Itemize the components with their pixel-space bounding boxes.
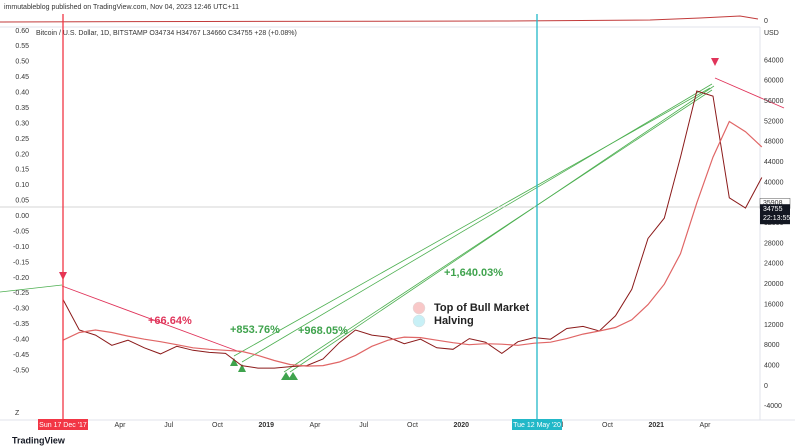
corner-label: Z	[15, 410, 20, 417]
y2-tick-label: 0.60	[15, 28, 29, 35]
annotation: +853.76%	[230, 324, 280, 336]
y2-tick-label: 0.00	[15, 213, 29, 220]
y2-tick-label: 0.40	[15, 90, 29, 97]
y-tick-label: 8000	[764, 342, 780, 349]
last-price-box	[760, 204, 790, 225]
currency: USD	[764, 30, 779, 37]
y-tick-label: 24000	[764, 261, 784, 268]
y-tick-label: 64000	[764, 57, 784, 64]
trend-line-red	[714, 77, 785, 109]
legend-swatch	[412, 314, 426, 328]
legend-label: Top of Bull Market	[434, 302, 529, 314]
y-tick-label: 56000	[764, 98, 784, 105]
last-price-label: 34755	[763, 206, 783, 213]
x-tick-label: 2020	[453, 422, 469, 429]
symbol-title: Bitcoin / U.S. Dollar, 1D, BITSTAMP O347…	[36, 30, 297, 37]
legend-label: Halving	[434, 315, 474, 327]
brand: TradingView	[12, 435, 66, 445]
pane-zero: 0	[764, 18, 768, 25]
y-tick-label: 28000	[764, 240, 784, 247]
y2-tick-label: 0.20	[15, 151, 29, 158]
trend-lines	[0, 83, 715, 373]
trend-line-red	[61, 285, 241, 353]
y2-tick-label: -0.20	[13, 275, 29, 282]
y-tick-label: 0	[764, 383, 768, 390]
y2-tick-label: 0.15	[15, 167, 29, 174]
marker-label-bg	[512, 419, 562, 430]
y2-tick-label: -0.30	[13, 306, 29, 313]
y2-tick-label: -0.50	[13, 367, 29, 374]
ma-line	[62, 120, 763, 367]
footer-bg	[0, 425, 795, 447]
x-tick-label: Jul	[359, 422, 368, 429]
y2-tick-label: -0.15	[13, 259, 29, 266]
buy-arrows	[230, 358, 298, 380]
x-tick-label: Apr	[310, 422, 322, 429]
y-tick-label: 48000	[764, 139, 784, 146]
y2-tick-label: -0.45	[13, 352, 29, 359]
y-tick-label: -4000	[764, 403, 782, 410]
x-tick-label: Apr	[700, 422, 712, 429]
legend-swatch	[412, 301, 426, 315]
x-tick-label: Oct	[212, 422, 223, 429]
y-tick-label: 16000	[764, 301, 784, 308]
y-tick-label: 20000	[764, 281, 784, 288]
marker-label: Sun 17 Dec '17	[39, 422, 87, 429]
annotation: +66.64%	[148, 315, 192, 327]
x-tick-label: Apr	[115, 422, 127, 429]
y-tick-label: 12000	[764, 322, 784, 329]
x-tick-label: 2021	[648, 422, 664, 429]
y2-tick-label: -0.05	[13, 228, 29, 235]
y2-tick-label: 0.05	[15, 198, 29, 205]
y-tick-label: 44000	[764, 159, 784, 166]
y2-tick-label: -0.40	[13, 337, 29, 344]
y2-tick-label: 0.35	[15, 105, 29, 112]
annotation: +968.05%	[298, 325, 348, 337]
y-tick-label: 60000	[764, 78, 784, 85]
high-price-label: 35908	[763, 200, 783, 207]
y2-tick-label: 0.25	[15, 136, 29, 143]
y-tick-label: 40000	[764, 179, 784, 186]
y2-tick-label: -0.25	[13, 290, 29, 297]
x-tick-label: Oct	[602, 422, 613, 429]
y-tick-label: 4000	[764, 362, 780, 369]
x-tick-label: 2019	[258, 422, 274, 429]
countdown: 22:13:55	[763, 215, 790, 222]
header: immutableblog published on TradingView.c…	[4, 4, 239, 11]
y2-tick-label: -0.35	[13, 321, 29, 328]
x-tick-label: Jul	[164, 422, 173, 429]
indicator-strip	[0, 15, 759, 23]
y2-tick-label: 0.10	[15, 182, 29, 189]
y2-tick-label: 0.50	[15, 59, 29, 66]
y2-tick-label: 0.45	[15, 74, 29, 81]
marker-label-bg	[38, 419, 88, 430]
x-tick-label: Oct	[407, 422, 418, 429]
annotation: +1,640.03%	[444, 267, 503, 279]
y2-tick-label: 0.55	[15, 43, 29, 50]
price-line	[62, 90, 763, 369]
y2-tick-label: -0.10	[13, 244, 29, 251]
y-tick-label: 52000	[764, 118, 784, 125]
marker-label: Tue 12 May '20	[513, 422, 561, 429]
y2-tick-label: 0.30	[15, 120, 29, 127]
